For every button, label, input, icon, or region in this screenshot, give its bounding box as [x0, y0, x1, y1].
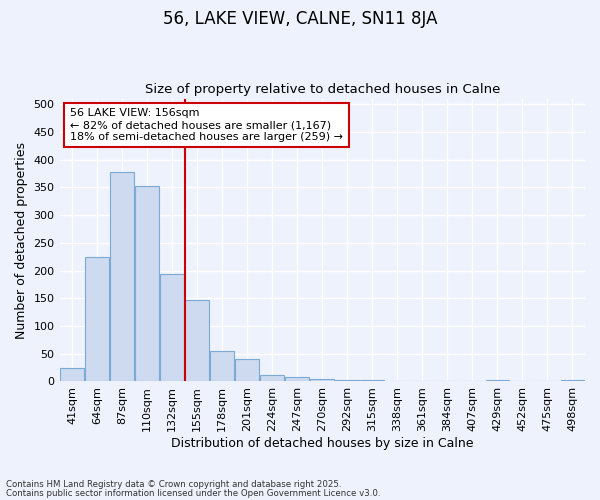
Bar [185, 300, 209, 382]
Bar [511, 381, 535, 382]
Title: Size of property relative to detached houses in Calne: Size of property relative to detached ho… [145, 83, 500, 96]
Bar [485, 380, 509, 382]
Text: 56, LAKE VIEW, CALNE, SN11 8JA: 56, LAKE VIEW, CALNE, SN11 8JA [163, 10, 437, 28]
Bar [286, 377, 309, 382]
Bar [436, 381, 459, 382]
Bar [361, 380, 384, 382]
Bar [210, 351, 234, 382]
Y-axis label: Number of detached properties: Number of detached properties [15, 142, 28, 338]
Bar [135, 186, 159, 382]
Bar [160, 274, 184, 382]
Bar [560, 380, 584, 382]
Bar [110, 172, 134, 382]
Bar [260, 376, 284, 382]
X-axis label: Distribution of detached houses by size in Calne: Distribution of detached houses by size … [171, 437, 473, 450]
Bar [235, 360, 259, 382]
Bar [385, 381, 409, 382]
Text: Contains HM Land Registry data © Crown copyright and database right 2025.: Contains HM Land Registry data © Crown c… [6, 480, 341, 489]
Text: Contains public sector information licensed under the Open Government Licence v3: Contains public sector information licen… [6, 488, 380, 498]
Bar [335, 380, 359, 382]
Bar [60, 368, 84, 382]
Bar [85, 256, 109, 382]
Bar [410, 381, 434, 382]
Bar [536, 381, 559, 382]
Bar [310, 378, 334, 382]
Bar [461, 381, 484, 382]
Text: 56 LAKE VIEW: 156sqm
← 82% of detached houses are smaller (1,167)
18% of semi-de: 56 LAKE VIEW: 156sqm ← 82% of detached h… [70, 108, 343, 142]
